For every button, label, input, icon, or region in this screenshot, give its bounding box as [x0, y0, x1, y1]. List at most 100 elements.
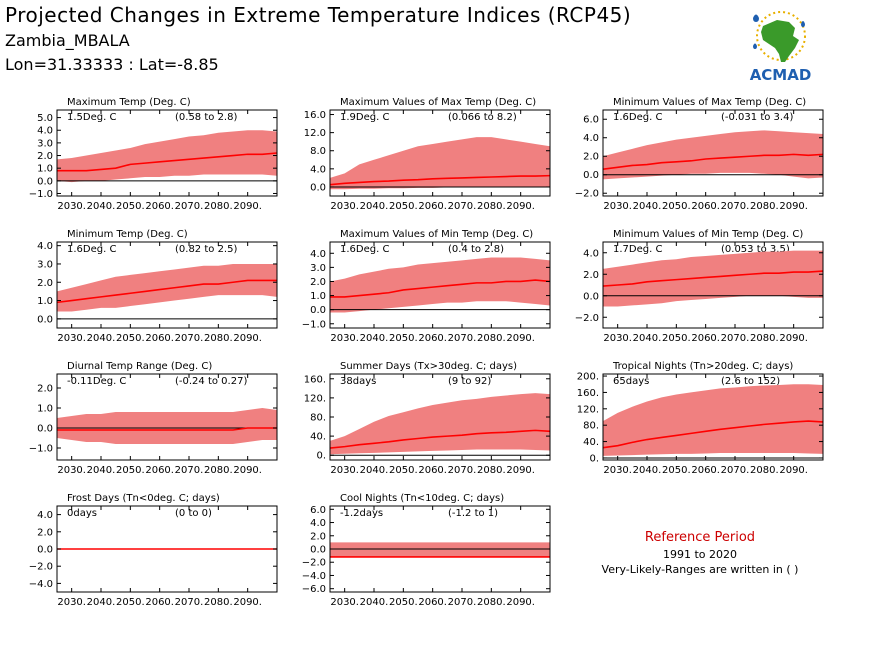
y-tick-label: 1.0: [37, 404, 53, 415]
mean-change-label: 1.6Deg. C: [67, 244, 116, 255]
y-tick-label: −6.0: [302, 584, 326, 595]
likely-range-band: [603, 250, 823, 307]
panel-title: Minimum Values of Min Temp (Deg. C): [613, 229, 803, 240]
x-tick-label: 2060.: [418, 333, 447, 344]
likely-range-band: [603, 384, 823, 456]
x-tick-label: 2080.: [477, 201, 506, 212]
x-tick-label: 2040.: [360, 597, 389, 608]
x-tick-label: 2080.: [477, 465, 506, 476]
x-tick-label: 2050.: [116, 597, 145, 608]
panel-title: Cool Nights (Tn<10deg. C; days): [340, 493, 504, 504]
station-name: Zambia_MBALA: [5, 31, 130, 50]
y-tick-label: 0.0: [37, 424, 53, 435]
panel-title: Maximum Temp (Deg. C): [67, 97, 191, 108]
x-tick-label: 2060.: [691, 465, 720, 476]
x-tick-label: 2040.: [360, 465, 389, 476]
chart-panel: Minimum Temp (Deg. C) 1.6Deg. C (0.82 to 2…: [37, 229, 278, 344]
x-tick-label: 2030.: [330, 465, 359, 476]
mean-change-label: -1.2days: [340, 508, 383, 519]
likely-range-label: (9 to 92): [448, 376, 491, 387]
panel-title: Diurnal Temp Range (Deg. C): [67, 361, 212, 372]
x-tick-label: 2030.: [603, 201, 632, 212]
y-tick-label: 0.0: [583, 291, 599, 302]
y-tick-label: 2.0: [37, 527, 53, 538]
x-tick-label: 2030.: [57, 333, 86, 344]
chart-panel: Summer Days (Tx>30deg. C; days) 38days (9 …: [304, 361, 551, 476]
y-tick-label: 3.0: [310, 263, 326, 274]
y-tick-label: 0.0: [37, 545, 53, 556]
panel-title: Frost Days (Tn<0deg. C; days): [67, 493, 220, 504]
x-tick-label: 2050.: [116, 201, 145, 212]
africa-map-icon: [753, 11, 806, 62]
x-tick-label: 2070.: [448, 201, 477, 212]
y-tick-label: 3.0: [37, 138, 53, 149]
x-tick-label: 2070.: [175, 597, 204, 608]
likely-range-label: (0 to 0): [175, 508, 212, 519]
mean-change-label: 1.7Deg. C: [613, 244, 662, 255]
mean-change-label: 0days: [67, 508, 97, 519]
x-tick-label: 2050.: [116, 333, 145, 344]
x-tick-label: 2080.: [477, 333, 506, 344]
y-tick-label: 0.0: [310, 305, 326, 316]
x-tick-label: 2040.: [360, 333, 389, 344]
chart-panel: Maximum Values of Min Temp (Deg. C) 1.6De…: [302, 229, 551, 344]
likely-range-label: (0.4 to 2.8): [448, 244, 504, 255]
x-tick-label: 2030.: [603, 465, 632, 476]
y-tick-label: 2.0: [583, 270, 599, 281]
likely-range-band: [330, 257, 550, 313]
x-tick-label: 2080.: [750, 333, 779, 344]
y-tick-label: −4.0: [29, 579, 53, 590]
x-tick-label: 2090.: [779, 333, 808, 344]
x-tick-label: 2090.: [506, 201, 535, 212]
x-tick-label: 2090.: [779, 465, 808, 476]
chart-panel: Tropical Nights (Tn>20deg. C; days) 65day…: [577, 361, 824, 476]
x-tick-label: 2070.: [721, 201, 750, 212]
x-tick-label: 2070.: [448, 465, 477, 476]
x-tick-label: 2030.: [330, 597, 359, 608]
x-tick-label: 2040.: [360, 201, 389, 212]
x-tick-label: 2090.: [506, 333, 535, 344]
x-tick-label: 2090.: [233, 597, 262, 608]
x-tick-label: 2090.: [233, 333, 262, 344]
panel-title: Summer Days (Tx>30deg. C; days): [340, 361, 517, 372]
y-tick-label: 2.0: [583, 152, 599, 163]
y-tick-label: 2.0: [37, 278, 53, 289]
x-tick-label: 2040.: [87, 465, 116, 476]
chart-panel: Minimum Values of Min Temp (Deg. C) 1.7De…: [575, 229, 824, 344]
y-tick-label: 0.: [316, 451, 326, 462]
plot-frame: [329, 109, 551, 197]
x-tick-label: 2080.: [204, 465, 233, 476]
likely-range-label: (-0.24 to 0.27): [175, 376, 247, 387]
x-tick-label: 2040.: [87, 333, 116, 344]
y-tick-label: 2.0: [37, 151, 53, 162]
x-tick-label: 2070.: [721, 465, 750, 476]
y-tick-label: −2.0: [29, 562, 53, 573]
y-tick-label: −2.0: [575, 313, 599, 324]
likely-range-label: (0.58 to 2.8): [175, 112, 237, 123]
y-tick-label: 1.0: [37, 296, 53, 307]
reference-period-title: Reference Period: [644, 530, 756, 545]
mean-change-label: -0.11Deg. C: [67, 376, 126, 387]
plot-frame: [602, 241, 824, 329]
ensemble-mean-line: [330, 279, 551, 298]
x-tick-label: 2050.: [389, 465, 418, 476]
y-tick-label: 1.0: [310, 291, 326, 302]
logo-text: ACMAD: [749, 66, 812, 84]
x-tick-label: 2030.: [603, 333, 632, 344]
likely-range-band: [330, 542, 550, 557]
y-tick-label: 80.: [583, 421, 599, 432]
x-tick-label: 2050.: [662, 465, 691, 476]
acmad-logo: ACMAD: [733, 6, 828, 84]
y-tick-label: 0.0: [310, 182, 326, 193]
mean-change-label: 65days: [613, 376, 649, 387]
y-tick-label: 120.: [304, 393, 326, 404]
y-tick-label: 6.0: [310, 505, 326, 516]
x-tick-label: 2070.: [175, 201, 204, 212]
x-tick-label: 2040.: [87, 597, 116, 608]
chart-panel: Maximum Values of Max Temp (Deg. C) 1.9De…: [304, 97, 551, 212]
x-tick-label: 2060.: [418, 201, 447, 212]
y-tick-label: 12.0: [304, 128, 326, 139]
x-tick-label: 2080.: [750, 465, 779, 476]
y-tick-label: 4.0: [310, 518, 326, 529]
